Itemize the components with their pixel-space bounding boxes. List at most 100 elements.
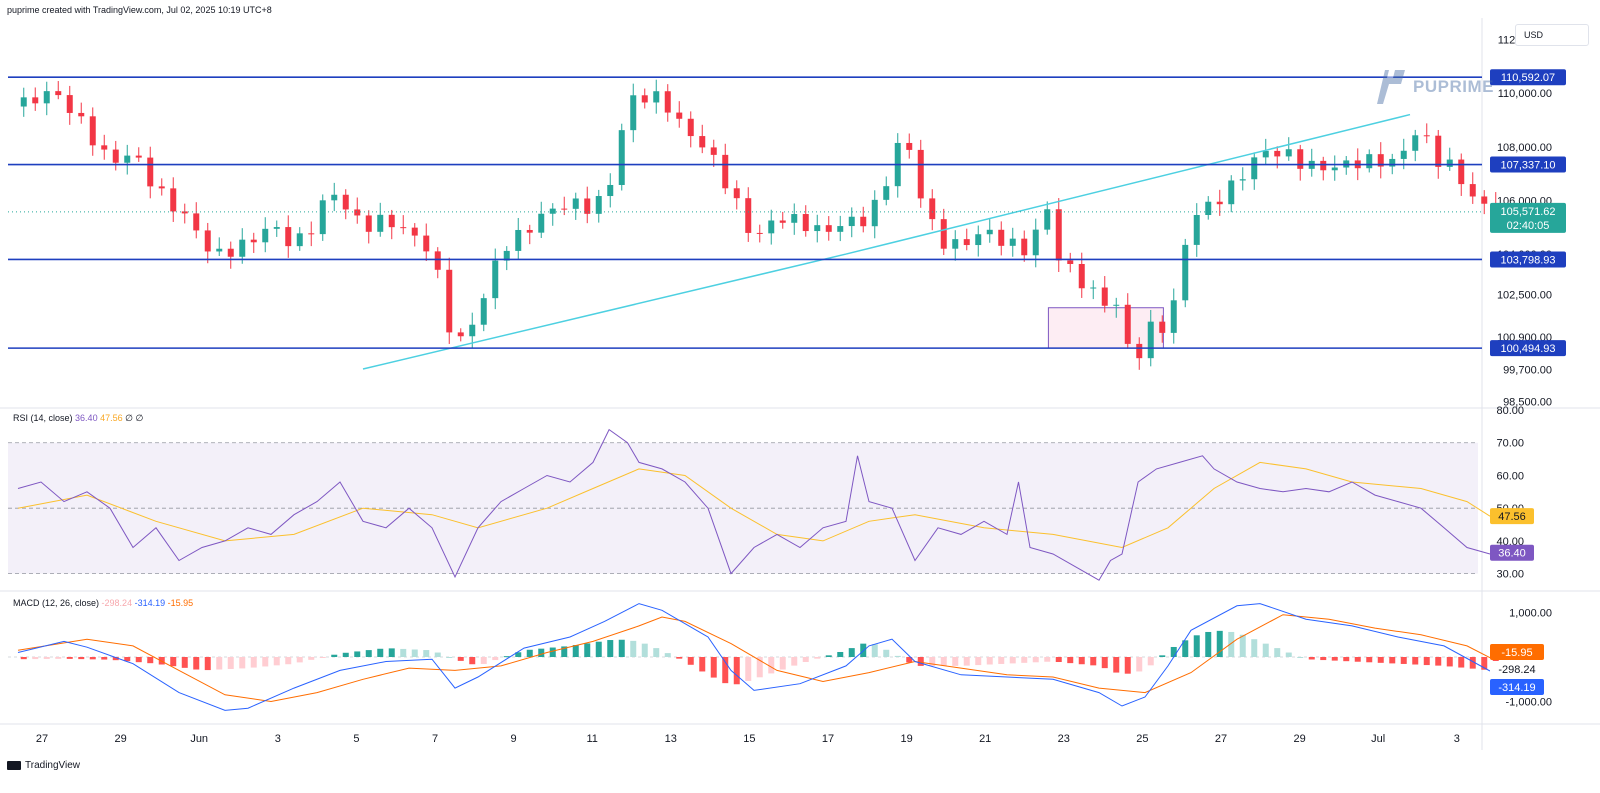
macd-hist-bar: [227, 657, 234, 669]
candle-body: [906, 142, 913, 150]
price-tick-label: 110,000.00: [1498, 88, 1552, 100]
candle-body: [917, 149, 924, 199]
time-tick-label: 29: [114, 733, 126, 745]
macd-hist-bar: [1124, 657, 1131, 674]
macd-hist-bar: [1435, 657, 1442, 666]
level-label: 110,592.07: [1501, 72, 1555, 84]
candle-body: [1136, 343, 1143, 359]
macd-hist-bar: [503, 656, 510, 658]
macd-hist-bar: [1274, 648, 1281, 657]
candle-body: [1435, 135, 1442, 167]
macd-hist-bar: [285, 657, 292, 665]
macd-hist-bar: [779, 657, 786, 670]
macd-hist-bar: [1297, 657, 1304, 658]
candle-body: [492, 260, 499, 299]
currency-button[interactable]: USD: [1515, 24, 1589, 46]
candle-body: [400, 227, 407, 229]
macd-hist-bar: [400, 648, 407, 657]
chart-header: puprime created with TradingView.com, Ju…: [7, 5, 272, 15]
macd-hist-bar: [756, 657, 763, 678]
macd-hist-bar: [952, 657, 959, 666]
rsi-value: 36.40: [75, 413, 98, 423]
candle-body: [860, 216, 867, 227]
macd-hist-bar: [549, 647, 556, 657]
macd-hist-bar: [43, 657, 50, 659]
candle-body: [952, 239, 959, 249]
candle-body: [998, 229, 1005, 246]
candle-body: [618, 130, 625, 185]
macd-hist-bar: [319, 657, 326, 658]
macd-hist-bar: [1101, 657, 1108, 669]
last-price-label: 105,571.62: [1500, 206, 1555, 218]
price-tick-label: 102,500.00: [1497, 289, 1552, 301]
tradingview-footer: TradingView: [7, 760, 80, 771]
price-tick-label: 99,700.00: [1503, 364, 1552, 376]
candle-body: [1159, 321, 1166, 333]
macd-hist-bar: [515, 652, 522, 657]
macd-hist-bar: [20, 657, 27, 660]
candle-body: [55, 91, 62, 96]
candle-body: [193, 213, 200, 231]
macd-hist-bar: [365, 650, 372, 657]
tradingview-label: TradingView: [25, 760, 81, 771]
macd-hist-bar: [1113, 657, 1120, 673]
candle-body: [1170, 300, 1177, 333]
candle-body: [446, 269, 453, 333]
level-label-bg: [1490, 156, 1566, 173]
macd-hist-bar: [181, 657, 188, 668]
rsi-ma-tag: [1490, 508, 1534, 525]
level-label: 100,494.93: [1500, 343, 1555, 355]
macd-hist-bar: [469, 657, 476, 665]
candle-body: [1216, 201, 1223, 205]
candle-body: [1044, 209, 1051, 230]
macd-hist-bar: [296, 657, 303, 663]
candle-body: [1297, 149, 1304, 169]
macd-tick-label: -1,000.00: [1506, 697, 1552, 709]
candle-body: [1320, 160, 1327, 171]
candle-body: [802, 214, 809, 232]
macd-hist-bar: [975, 657, 982, 666]
macd-hist-bar: [1136, 657, 1143, 672]
macd-hist-bar: [1377, 657, 1384, 663]
macd-hist-bar: [1032, 657, 1039, 663]
candle-body: [768, 220, 775, 234]
candle-body: [549, 208, 556, 214]
macd-hist-bar: [618, 639, 625, 657]
candle-body: [975, 234, 982, 246]
level-label: 103,798.93: [1500, 254, 1555, 266]
macd-hist-bar: [1446, 657, 1453, 667]
time-tick-label: 3: [1454, 733, 1460, 745]
macd-tag-label: -314.19: [1498, 682, 1535, 694]
macd-hist-bar: [480, 657, 487, 664]
candle-body: [1285, 149, 1292, 157]
candle-body: [216, 248, 223, 252]
candle-body: [1067, 260, 1074, 264]
macd-hist-bar: [1469, 657, 1476, 669]
macd-label: MACD (12, 26, close): [13, 598, 100, 608]
rsi-tag-label: 36.40: [1498, 548, 1526, 560]
macd-hist-bar: [112, 657, 119, 661]
rsi-line: [17, 428, 1491, 581]
rsi-tick-label: 60.00: [1496, 470, 1524, 482]
macd-hist-bar: [1170, 646, 1177, 657]
rsi-ma-tag-label: 47.56: [1498, 511, 1526, 523]
candle-body: [1423, 135, 1430, 137]
macd-hist-bar: [331, 654, 338, 657]
candle-body: [480, 298, 487, 325]
macd-signal-line: [17, 614, 1491, 703]
candle-body: [1021, 238, 1028, 256]
time-tick-label: 3: [275, 733, 281, 745]
brand-mark-icon: [1375, 68, 1407, 106]
macd-hist-bar: [986, 657, 993, 665]
macd-hist-bar: [733, 657, 740, 685]
candle-body: [1193, 214, 1200, 245]
macd-hist-bar: [1320, 657, 1327, 661]
macd-hist-bar: [526, 649, 533, 657]
candle-body: [1331, 167, 1338, 171]
macd-hist-bar: [687, 657, 694, 665]
candle-body: [296, 233, 303, 247]
time-tick-label: 21: [979, 733, 991, 745]
candle-body: [664, 91, 671, 113]
macd-title: MACD (12, 26, close) -298.24 -314.19 -15…: [13, 598, 193, 608]
